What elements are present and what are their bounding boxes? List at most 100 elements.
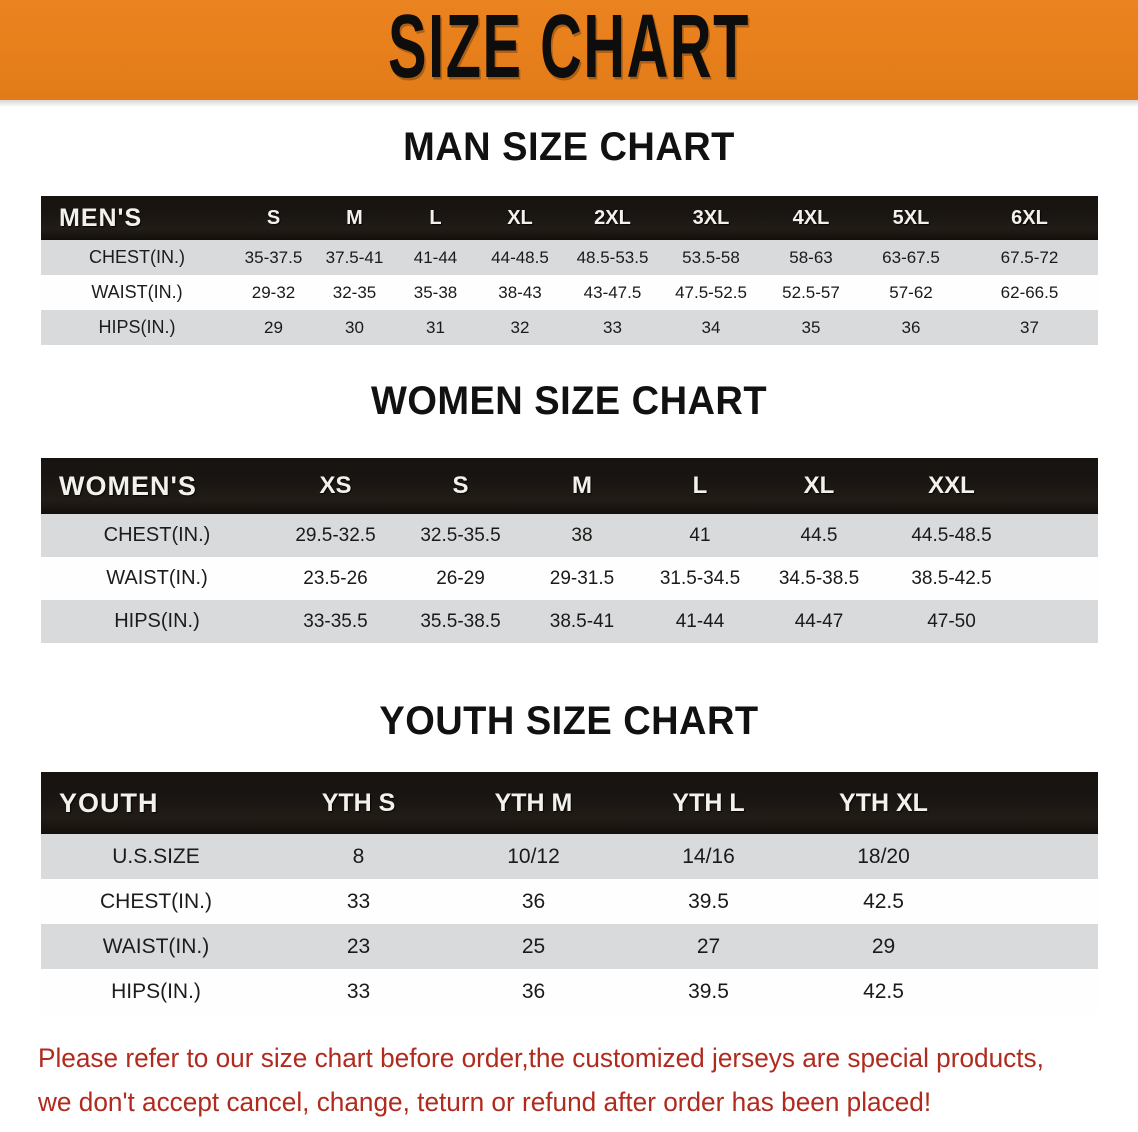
men-cell: 37 xyxy=(1020,317,1039,337)
youth-cell: 29 xyxy=(871,934,896,958)
table-row: WAIST(IN.) 23 25 27 29 xyxy=(41,924,1098,969)
table-row: CHEST(IN.) 29.5-32.5 32.5-35.5 38 41 44.… xyxy=(41,514,1098,557)
youth-cell: 33 xyxy=(346,889,371,913)
men-cell: 35-38 xyxy=(413,282,458,302)
women-header-row: WOMEN'S XS S M L XL XXL xyxy=(41,458,1098,514)
table-row: HIPS(IN.) 33 36 39.5 42.5 xyxy=(41,969,1098,1014)
men-cell: 62-66.5 xyxy=(1000,282,1059,302)
women-cell: 29-31.5 xyxy=(549,567,615,589)
men-cell: 44-48.5 xyxy=(491,247,549,267)
youth-row-label: CHEST(IN.) xyxy=(100,889,212,913)
men-cell: 53.5-58 xyxy=(682,247,740,267)
women-corner-label: WOMEN'S xyxy=(59,470,197,501)
men-cell: 29 xyxy=(264,317,283,337)
women-cell: 44-47 xyxy=(794,610,844,632)
youth-row-label: HIPS(IN.) xyxy=(111,979,201,1003)
youth-cell: 39.5 xyxy=(688,979,729,1003)
banner-shadow xyxy=(0,100,1138,107)
youth-col-header: YTH M xyxy=(494,788,573,817)
women-col-header: XL xyxy=(803,472,835,499)
banner-title: SIZE CHART xyxy=(388,0,750,97)
women-cell: 41 xyxy=(689,524,711,546)
women-cell: 31.5-34.5 xyxy=(659,567,741,589)
women-row-label: WAIST(IN.) xyxy=(106,567,208,589)
men-col-header: XL xyxy=(507,206,533,229)
youth-corner-label: YOUTH xyxy=(59,787,159,818)
women-cell: 44.5-48.5 xyxy=(911,524,992,546)
men-cell: 34 xyxy=(701,317,721,337)
men-cell: 52.5-57 xyxy=(782,282,840,302)
youth-col-header: YTH L xyxy=(672,788,745,817)
youth-cell: 36 xyxy=(521,889,546,913)
table-row: CHEST(IN.) 35-37.5 37.5-41 41-44 44-48.5… xyxy=(41,240,1098,275)
disclaimer-line-2: we don't accept cancel, change, teturn o… xyxy=(38,1087,932,1117)
men-corner-label: MEN'S xyxy=(59,203,143,232)
youth-cell-spacer xyxy=(971,924,1098,969)
men-col-header: S xyxy=(266,206,281,229)
men-col-header: 2XL xyxy=(594,206,631,229)
table-row: WAIST(IN.) 29-32 32-35 35-38 38-43 43-47… xyxy=(41,275,1098,310)
youth-cell: 42.5 xyxy=(863,979,904,1003)
youth-header-row: YOUTH YTH S YTH M YTH L YTH XL xyxy=(41,772,1098,834)
men-size-table: MEN'S S M L XL 2XL 3XL 4XL 5XL 6XL CHEST… xyxy=(41,196,1098,345)
men-cell: 41-44 xyxy=(413,247,458,267)
men-cell: 33 xyxy=(603,317,622,337)
men-cell: 36 xyxy=(901,317,921,337)
youth-cell: 36 xyxy=(521,979,546,1003)
youth-row-label: U.S.SIZE xyxy=(112,844,200,868)
youth-section-title: YOUTH SIZE CHART xyxy=(379,699,759,743)
men-col-header: 4XL xyxy=(792,206,830,229)
men-cell: 47.5-52.5 xyxy=(675,282,747,302)
youth-size-table: YOUTH YTH S YTH M YTH L YTH XL U.S.SIZE … xyxy=(41,772,1098,1014)
men-row-label: HIPS(IN.) xyxy=(98,317,176,337)
women-row-label: CHEST(IN.) xyxy=(103,524,211,546)
women-cell-spacer xyxy=(1024,514,1098,557)
youth-cell: 42.5 xyxy=(863,889,904,913)
men-cell: 43-47.5 xyxy=(583,282,642,302)
men-header-row: MEN'S S M L XL 2XL 3XL 4XL 5XL 6XL xyxy=(41,196,1098,240)
women-cell: 38 xyxy=(571,524,593,546)
women-cell-spacer xyxy=(1024,557,1098,600)
youth-cell-spacer xyxy=(971,834,1098,879)
men-cell: 32 xyxy=(510,317,530,337)
women-cell-spacer xyxy=(1024,600,1098,643)
women-col-header: S xyxy=(452,472,469,499)
man-section-title: MAN SIZE CHART xyxy=(403,125,735,169)
women-col-header: M xyxy=(572,472,592,499)
youth-cell-spacer xyxy=(971,879,1098,924)
women-col-header: XS xyxy=(319,472,352,499)
table-row: CHEST(IN.) 33 36 39.5 42.5 xyxy=(41,879,1098,924)
men-cell: 48.5-53.5 xyxy=(576,247,649,267)
women-cell: 29.5-32.5 xyxy=(295,524,376,546)
youth-header-spacer xyxy=(971,772,1098,834)
men-cell: 35-37.5 xyxy=(244,247,303,267)
women-cell: 33-35.5 xyxy=(303,610,368,632)
table-row: WAIST(IN.) 23.5-26 26-29 29-31.5 31.5-34… xyxy=(41,557,1098,600)
women-cell: 38.5-42.5 xyxy=(911,567,992,589)
women-col-header: L xyxy=(692,472,708,499)
men-cell: 38-43 xyxy=(498,282,542,302)
youth-col-header: YTH S xyxy=(321,788,396,817)
women-size-table: WOMEN'S XS S M L XL XXL CHEST(IN.) 29.5-… xyxy=(41,458,1098,643)
women-cell: 32.5-35.5 xyxy=(420,524,501,546)
men-cell: 58-63 xyxy=(789,247,833,267)
women-header-spacer xyxy=(1024,458,1098,514)
men-cell: 37.5-41 xyxy=(325,247,384,267)
men-col-header: 3XL xyxy=(692,206,730,229)
table-row: HIPS(IN.) 29 30 31 32 33 34 35 36 37 xyxy=(41,310,1098,345)
men-col-header: M xyxy=(346,206,363,229)
men-col-header: 5XL xyxy=(892,206,930,229)
youth-row-label: WAIST(IN.) xyxy=(102,934,210,958)
men-row-label: WAIST(IN.) xyxy=(91,282,183,302)
banner: SIZE CHART xyxy=(0,0,1138,100)
men-col-header: L xyxy=(429,206,442,229)
women-cell: 26-29 xyxy=(436,567,485,589)
youth-cell: 10/12 xyxy=(507,844,560,868)
youth-cell: 33 xyxy=(346,979,371,1003)
table-row: U.S.SIZE 8 10/12 14/16 18/20 xyxy=(41,834,1098,879)
men-col-header: 6XL xyxy=(1011,206,1048,229)
women-cell: 23.5-26 xyxy=(303,567,368,589)
women-cell: 41-44 xyxy=(675,610,725,632)
youth-cell: 14/16 xyxy=(682,844,735,868)
